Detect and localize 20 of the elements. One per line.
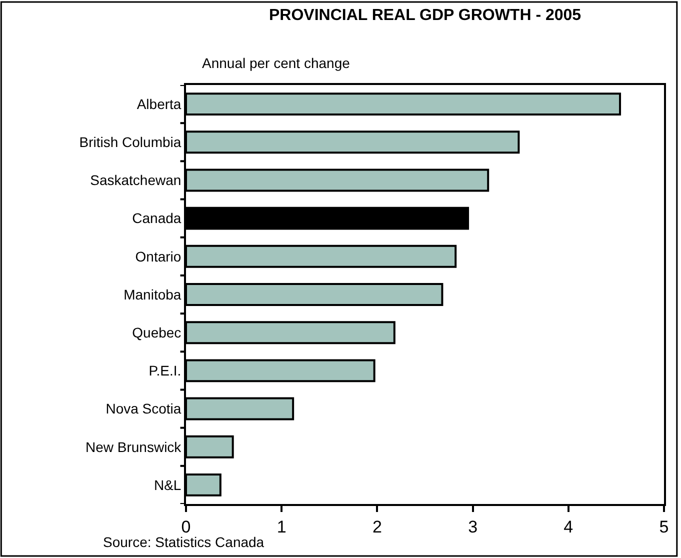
y-tick-label: N&L [154,476,182,493]
source-note: Source: Statistics Canada [103,534,264,550]
y-tick-label: Manitoba [124,286,182,302]
x-tick-label: 1 [276,517,286,536]
y-tick-label: Canada [132,210,182,226]
x-tick-label: 3 [468,517,478,536]
y-tick-label: Nova Scotia [106,400,182,417]
chart-subtitle: Annual per cent change [202,55,350,71]
x-tick-label: 0 [181,517,191,536]
y-tick-label: Alberta [136,96,182,112]
x-tick-label: 5 [659,517,669,536]
y-tick-label: P.E.I. [148,362,182,379]
y-tick-label: British Columbia [79,134,182,150]
y-tick-label: Quebec [132,324,182,340]
y-tick-label: New Brunswick [85,438,182,455]
y-tick-label: Saskatchewan [90,172,182,188]
x-tick-label: 2 [372,517,382,536]
chart-title: PROVINCIAL REAL GDP GROWTH - 2005 [269,7,582,24]
y-tick-label: Ontario [135,248,182,264]
x-tick-label: 4 [564,517,574,536]
